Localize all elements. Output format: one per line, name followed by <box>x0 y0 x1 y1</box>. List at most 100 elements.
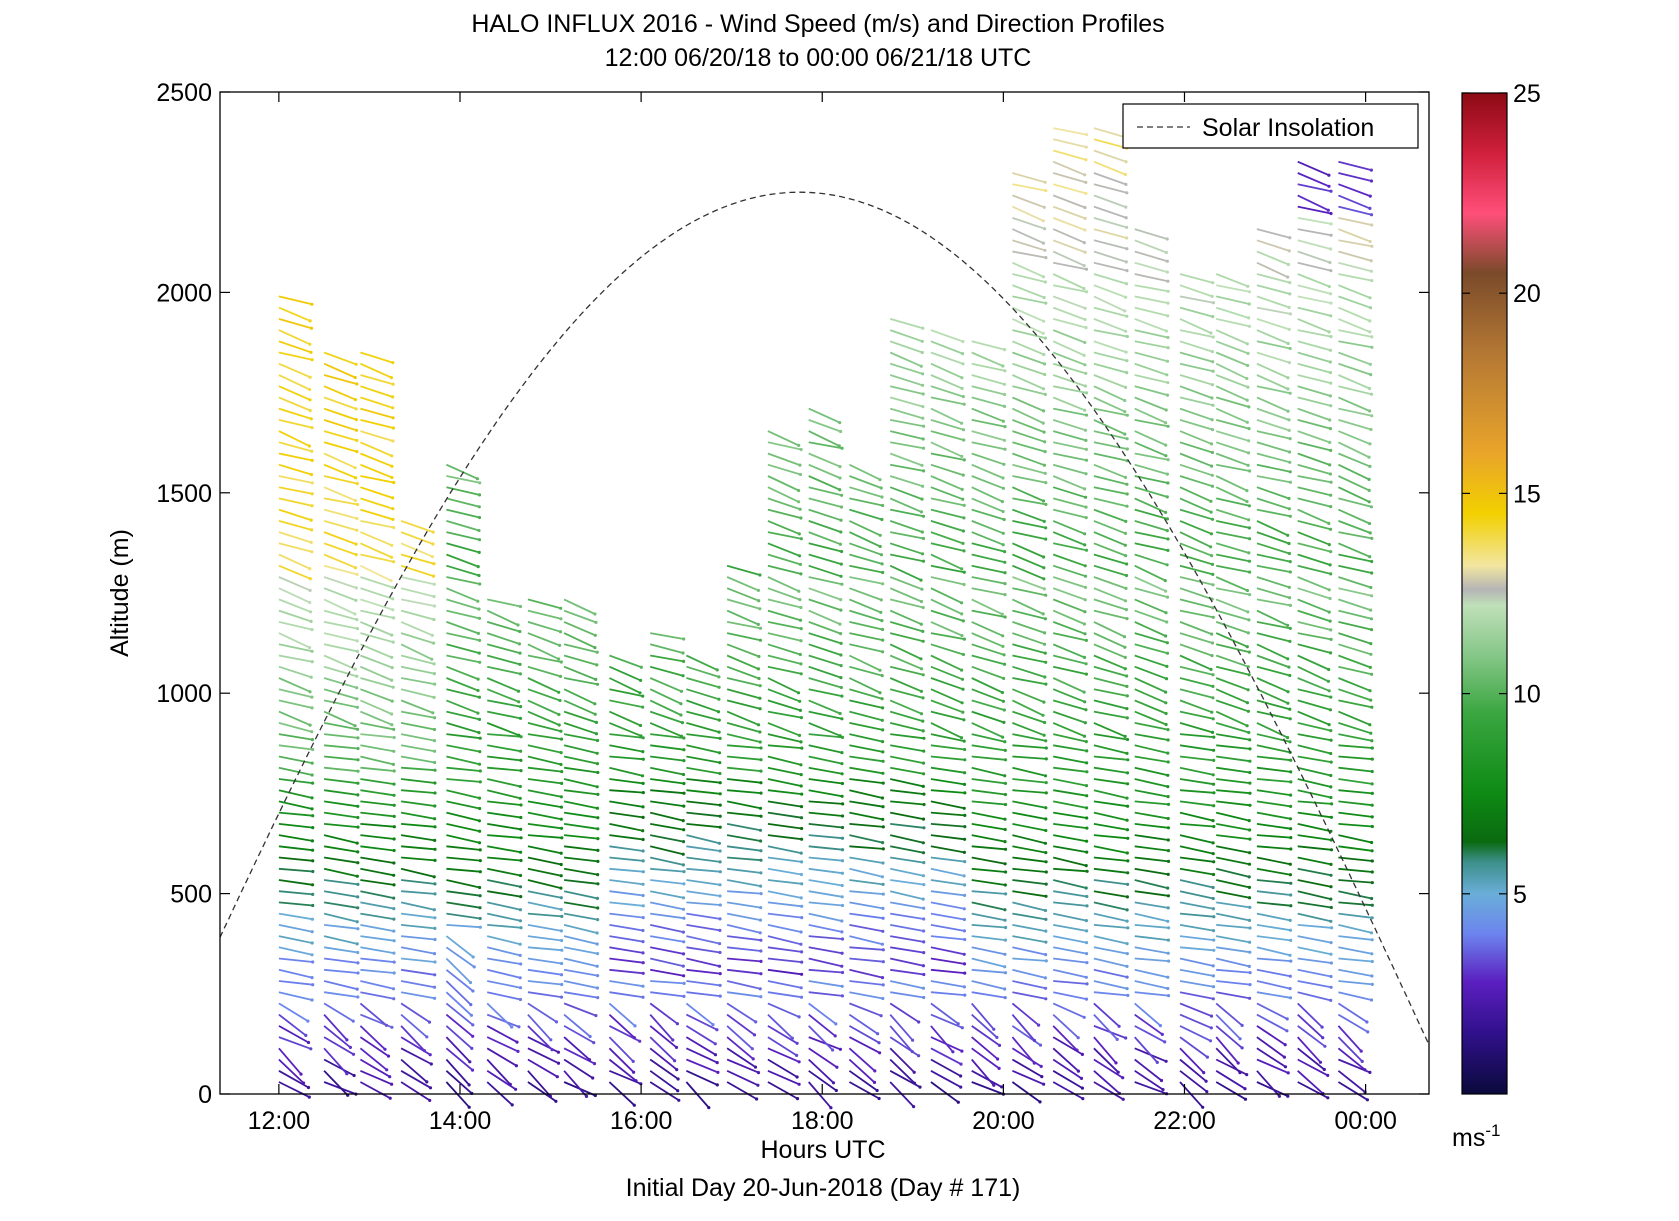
wind-barb-tip <box>679 689 684 693</box>
wind-barb-tip <box>1370 959 1374 964</box>
wind-barb <box>1012 845 1046 854</box>
wind-barb <box>1256 924 1291 932</box>
wind-barb-tip <box>960 1049 964 1053</box>
wind-barb <box>1093 295 1126 312</box>
wind-barb <box>971 845 1006 851</box>
wind-barb <box>278 475 313 484</box>
wind-barb-tip <box>1125 952 1129 956</box>
wind-barb-tip <box>880 627 885 632</box>
wind-barb <box>1134 654 1168 668</box>
wind-barb <box>686 744 720 754</box>
wind-barb-tip <box>1212 804 1216 808</box>
wind-barb <box>1256 486 1290 500</box>
wind-barb-tip <box>922 802 926 807</box>
wind-barb <box>890 867 924 877</box>
wind-barb <box>324 968 359 974</box>
wind-barb-tip <box>310 941 314 945</box>
wind-barb <box>1179 621 1213 635</box>
wind-barb <box>487 980 521 989</box>
wind-barb <box>849 957 884 963</box>
wind-barb <box>1215 362 1248 380</box>
wind-barb <box>1216 497 1250 507</box>
wind-barb-tip <box>433 760 437 765</box>
wind-barb-tip <box>1287 507 1291 511</box>
wind-barb <box>1297 463 1331 475</box>
wind-barb-tip <box>592 1041 596 1045</box>
wind-barb-tip <box>1083 173 1087 177</box>
wind-barb <box>1338 856 1373 862</box>
wind-barb <box>808 789 843 798</box>
wind-barb-tip <box>1044 791 1048 795</box>
wind-barb-tip <box>1367 488 1371 492</box>
wind-barb-tip <box>1001 486 1006 490</box>
wind-barb <box>527 957 562 965</box>
wind-barb <box>1134 452 1169 461</box>
wind-barb-tip <box>1082 690 1086 694</box>
wind-barb-tip <box>478 870 482 874</box>
wind-barb-tip <box>1165 373 1169 377</box>
wind-barb-tip <box>1044 997 1048 1001</box>
wind-barb <box>727 856 762 862</box>
wind-barb-tip <box>1082 286 1086 291</box>
wind-barb-tip <box>1125 818 1129 822</box>
wind-barb <box>971 901 1006 911</box>
wind-barb <box>487 856 522 862</box>
wind-barb <box>650 823 684 831</box>
wind-barb-tip <box>963 883 967 887</box>
wind-barb-tip <box>962 782 967 787</box>
wind-barb-tip <box>880 562 884 566</box>
wind-barb-tip <box>796 691 801 695</box>
wind-barb-tip <box>711 1023 715 1027</box>
wind-barb <box>1093 991 1128 997</box>
wind-barb <box>971 823 1006 831</box>
wind-barb-tip <box>1043 617 1047 621</box>
wind-barb <box>360 710 393 726</box>
wind-barb <box>1338 160 1372 171</box>
wind-barb-tip <box>759 949 763 953</box>
wind-barb-tip <box>1165 664 1169 669</box>
wind-barb-tip <box>921 696 925 700</box>
wind-barb-tip <box>1166 424 1170 428</box>
wind-barb-tip <box>392 917 396 921</box>
wind-barb-tip <box>800 860 804 864</box>
wind-barb <box>1215 867 1250 878</box>
wind-barb <box>971 508 1005 521</box>
wind-barb <box>1134 576 1166 592</box>
wind-barb <box>278 520 312 531</box>
wind-barb-tip <box>596 859 600 864</box>
wind-barb-tip <box>1123 398 1127 403</box>
wind-barb-tip <box>839 608 843 612</box>
wind-barb-tip <box>1248 747 1252 751</box>
wind-barb-tip <box>921 761 926 765</box>
wind-barb-tip <box>1126 836 1130 840</box>
y-tick-label: 500 <box>170 881 212 909</box>
wind-barb-tip <box>1288 928 1293 932</box>
wind-barb-tip <box>306 1019 310 1023</box>
wind-barb-tip <box>1080 1086 1084 1090</box>
wind-barb <box>360 643 393 659</box>
wind-barb <box>360 531 393 547</box>
wind-barb-tip <box>962 929 967 933</box>
wind-barb <box>278 643 313 653</box>
wind-barb <box>726 621 761 630</box>
wind-barb <box>808 1025 834 1051</box>
wind-barb-tip <box>798 652 802 657</box>
wind-barb <box>1179 1081 1204 1108</box>
wind-barb <box>1338 845 1373 852</box>
wind-barb-tip <box>963 893 967 898</box>
wind-barb <box>400 800 435 807</box>
wind-barb-tip <box>1122 635 1127 639</box>
wind-barb-tip <box>881 570 885 575</box>
wind-barb <box>1012 924 1046 932</box>
wind-barb-tip <box>799 930 803 934</box>
wind-barb <box>890 766 924 775</box>
wind-barb <box>1053 890 1087 898</box>
wind-barb <box>1338 935 1373 941</box>
wind-barb-tip <box>1125 828 1129 832</box>
wind-barb-tip <box>1210 464 1214 468</box>
wind-barb <box>487 890 521 898</box>
wind-barb <box>808 935 843 940</box>
wind-barb <box>609 811 644 819</box>
wind-barb <box>1012 912 1047 921</box>
wind-barb <box>930 329 964 343</box>
